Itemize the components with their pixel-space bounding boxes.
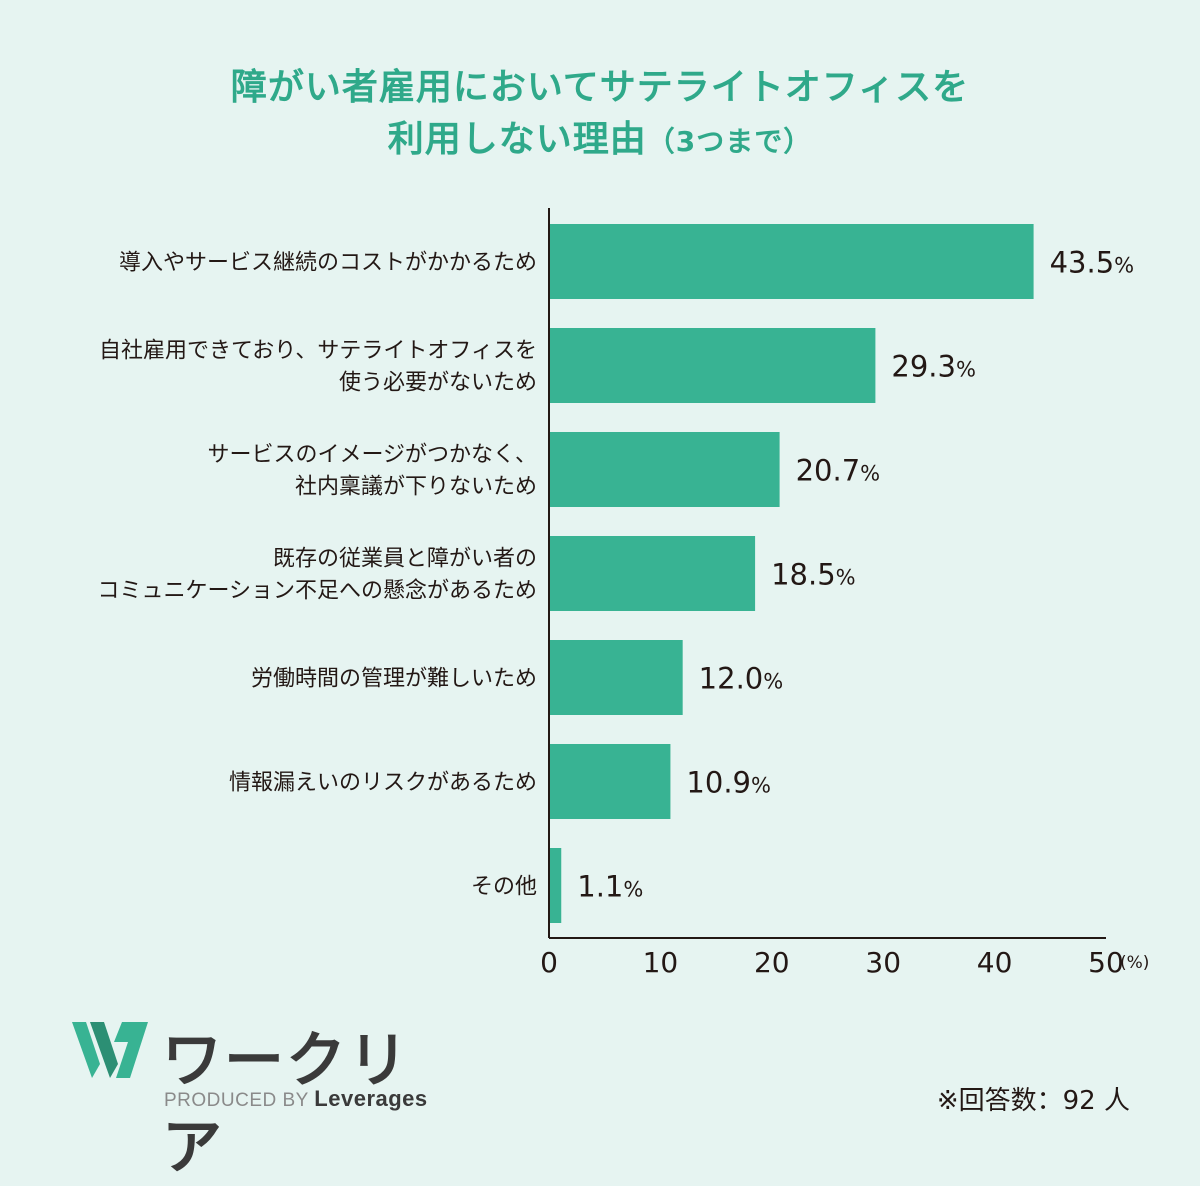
bar-4 xyxy=(549,640,683,715)
value-label-1: 29.3% xyxy=(891,350,976,384)
category-label-5: 情報漏えいのリスクがあるため xyxy=(229,771,537,796)
bar-chart: 43.5% 導入やサービス継続のコストがかかるため 29.3% 自社雇用できており、サ… xyxy=(97,208,1149,979)
category-label-4: 労働時間の管理が難しいため xyxy=(251,667,537,692)
produced-by: PRODUCED BY Leverages xyxy=(164,1086,428,1112)
chart-title: 障がい者雇用においてサテライトオフィスを 利用しない理由（3つまで） xyxy=(0,62,1200,168)
logo-wordmark: ワークリア xyxy=(162,1026,410,1183)
title-line-2-sub: （3つまで） xyxy=(646,125,813,158)
value-label-5: 10.9% xyxy=(686,766,771,800)
title-line-1: 障がい者雇用においてサテライトオフィスを xyxy=(230,67,970,108)
produced-by-brand: Leverages xyxy=(314,1086,428,1111)
title-line-2: 利用しない理由（3つまで） xyxy=(0,114,1200,168)
x-tick-label-1: 10 xyxy=(643,946,679,979)
x-tick-label-2: 20 xyxy=(754,946,790,979)
category-label-1: 自社雇用できており、サテライトオフィスを使う必要がないため xyxy=(99,339,537,396)
bar-1 xyxy=(549,328,876,403)
category-label-6: その他 xyxy=(471,875,537,900)
value-label-4: 12.0% xyxy=(699,662,784,696)
value-label-3: 18.5% xyxy=(771,558,856,592)
x-tick-label-0: 0 xyxy=(540,946,558,979)
logo-w-icon xyxy=(72,1022,148,1078)
bar-5 xyxy=(549,744,671,819)
produced-by-label: PRODUCED BY xyxy=(164,1090,309,1111)
x-tick-label-3: 30 xyxy=(865,946,901,979)
category-label-3: 既存の従業員と障がい者のコミュニケーション不足への懸念があるため xyxy=(97,547,537,604)
bar-0 xyxy=(549,224,1034,299)
value-label-6: 1.1% xyxy=(577,870,643,904)
x-tick-label-4: 40 xyxy=(977,946,1013,979)
value-label-2: 20.7% xyxy=(796,454,881,488)
respondent-count-note: ※回答数：92 人 xyxy=(936,1086,1130,1116)
x-axis-unit: (%) xyxy=(1120,953,1149,973)
workclear-logo: ワークリア PRODUCED BY Leverages xyxy=(70,1016,430,1183)
x-tick-label-5: 50 xyxy=(1088,946,1124,979)
category-label-2: サービスのイメージがつかなく、社内稟議が下りないため xyxy=(207,443,537,500)
bar-3 xyxy=(549,536,756,611)
bar-2 xyxy=(549,432,780,507)
bar-6 xyxy=(549,848,562,923)
category-label-0: 導入やサービス継続のコストがかかるため xyxy=(119,251,537,276)
value-label-0: 43.5% xyxy=(1050,246,1135,280)
title-line-2-main: 利用しない理由 xyxy=(387,119,647,160)
